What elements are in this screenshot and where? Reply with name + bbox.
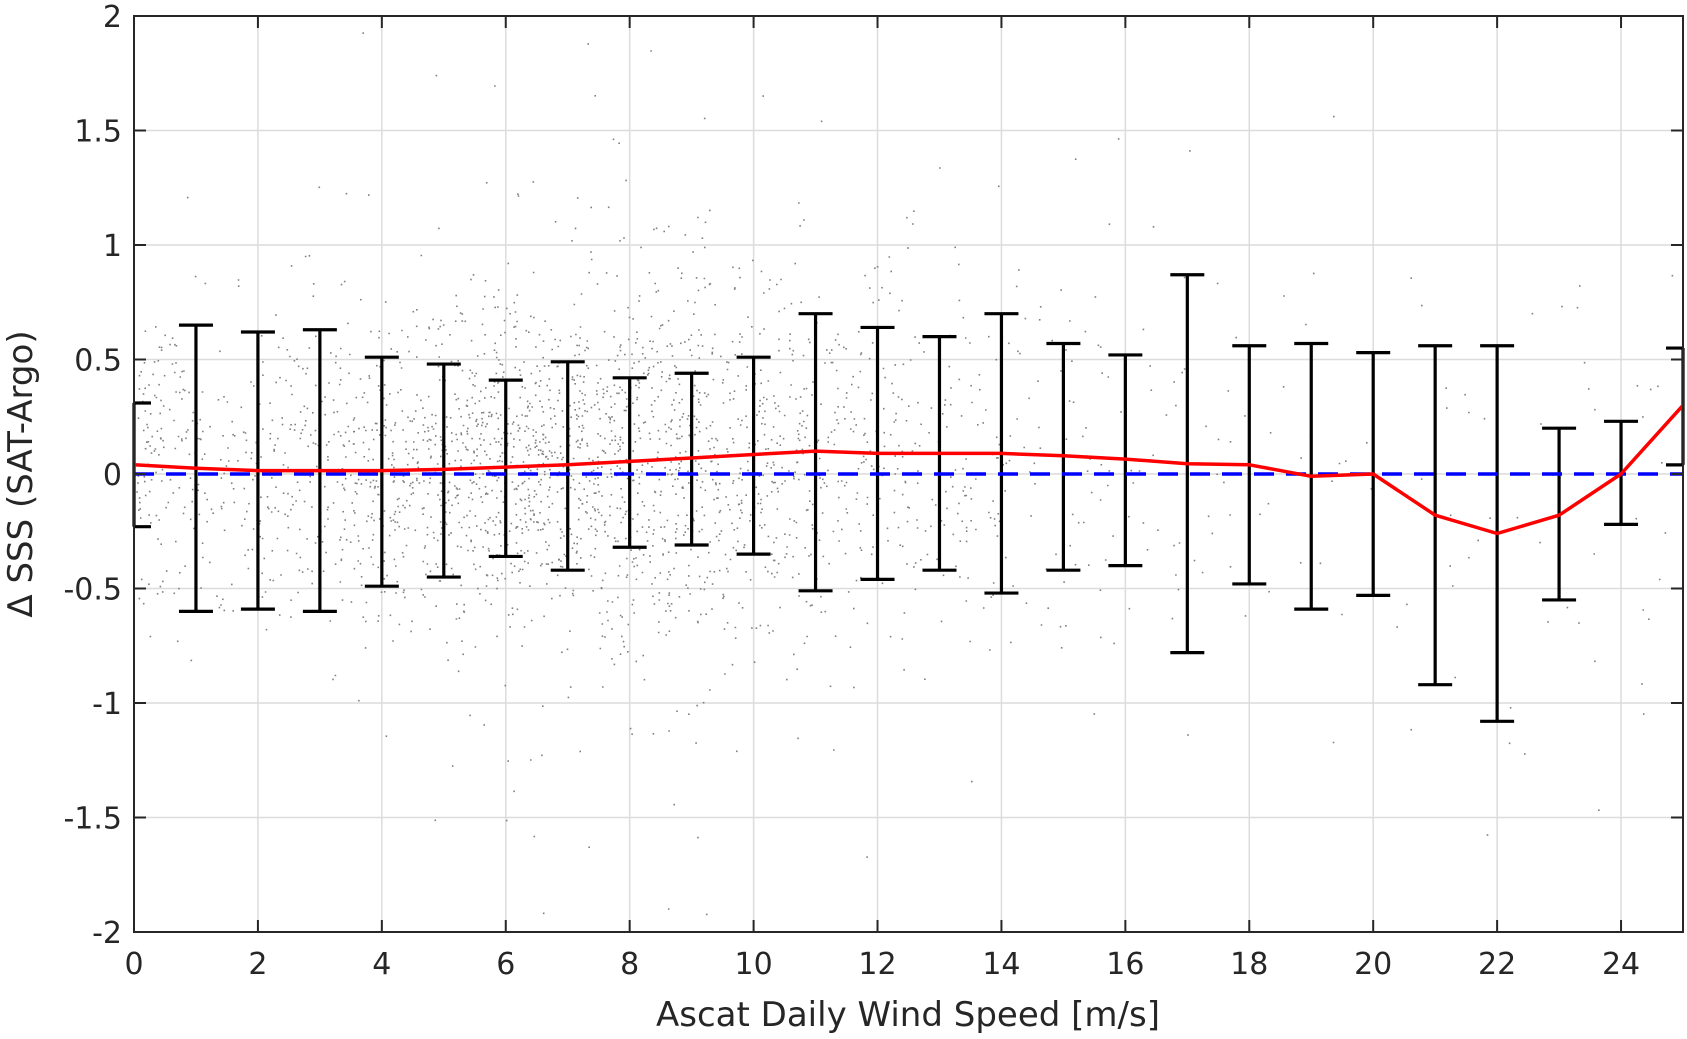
x-tick-label: 8 <box>620 947 639 982</box>
y-tick-label: 0 <box>103 458 122 493</box>
x-tick-label: 14 <box>982 947 1020 982</box>
x-tick-label: 20 <box>1354 947 1392 982</box>
x-tick-label: 6 <box>496 947 515 982</box>
y-tick-label: 0.5 <box>74 344 122 379</box>
x-tick-label: 12 <box>858 947 896 982</box>
x-tick-label: 4 <box>372 947 391 982</box>
x-tick-label: 22 <box>1478 947 1516 982</box>
y-tick-label: 2 <box>103 0 122 35</box>
x-tick-label: 2 <box>248 947 267 982</box>
y-tick-label: -1 <box>92 687 122 722</box>
y-axis-ticks: 2 1.5 1 0.5 0 -0.5 -1 -1.5 -2 <box>63 0 1683 951</box>
y-axis-title: Δ SSS (SAT-Argo) <box>1 330 41 617</box>
y-tick-label: 1 <box>103 229 122 264</box>
x-tick-label: 10 <box>735 947 773 982</box>
y-tick-label: -1.5 <box>63 802 122 837</box>
mean-curve-series <box>133 404 1685 536</box>
y-tick-label: 1.5 <box>74 115 122 150</box>
x-tick-label: 0 <box>124 947 143 982</box>
error-bars <box>132 273 1685 723</box>
x-axis-ticks: 0 2 4 6 8 10 12 14 16 18 20 22 24 <box>124 16 1640 982</box>
x-tick-label: 24 <box>1602 947 1640 982</box>
x-tick-label: 16 <box>1106 947 1144 982</box>
x-tick-label: 18 <box>1230 947 1268 982</box>
y-tick-label: -0.5 <box>63 573 122 608</box>
x-axis-title: Ascat Daily Wind Speed [m/s] <box>656 995 1160 1035</box>
y-tick-label: -2 <box>92 916 122 951</box>
